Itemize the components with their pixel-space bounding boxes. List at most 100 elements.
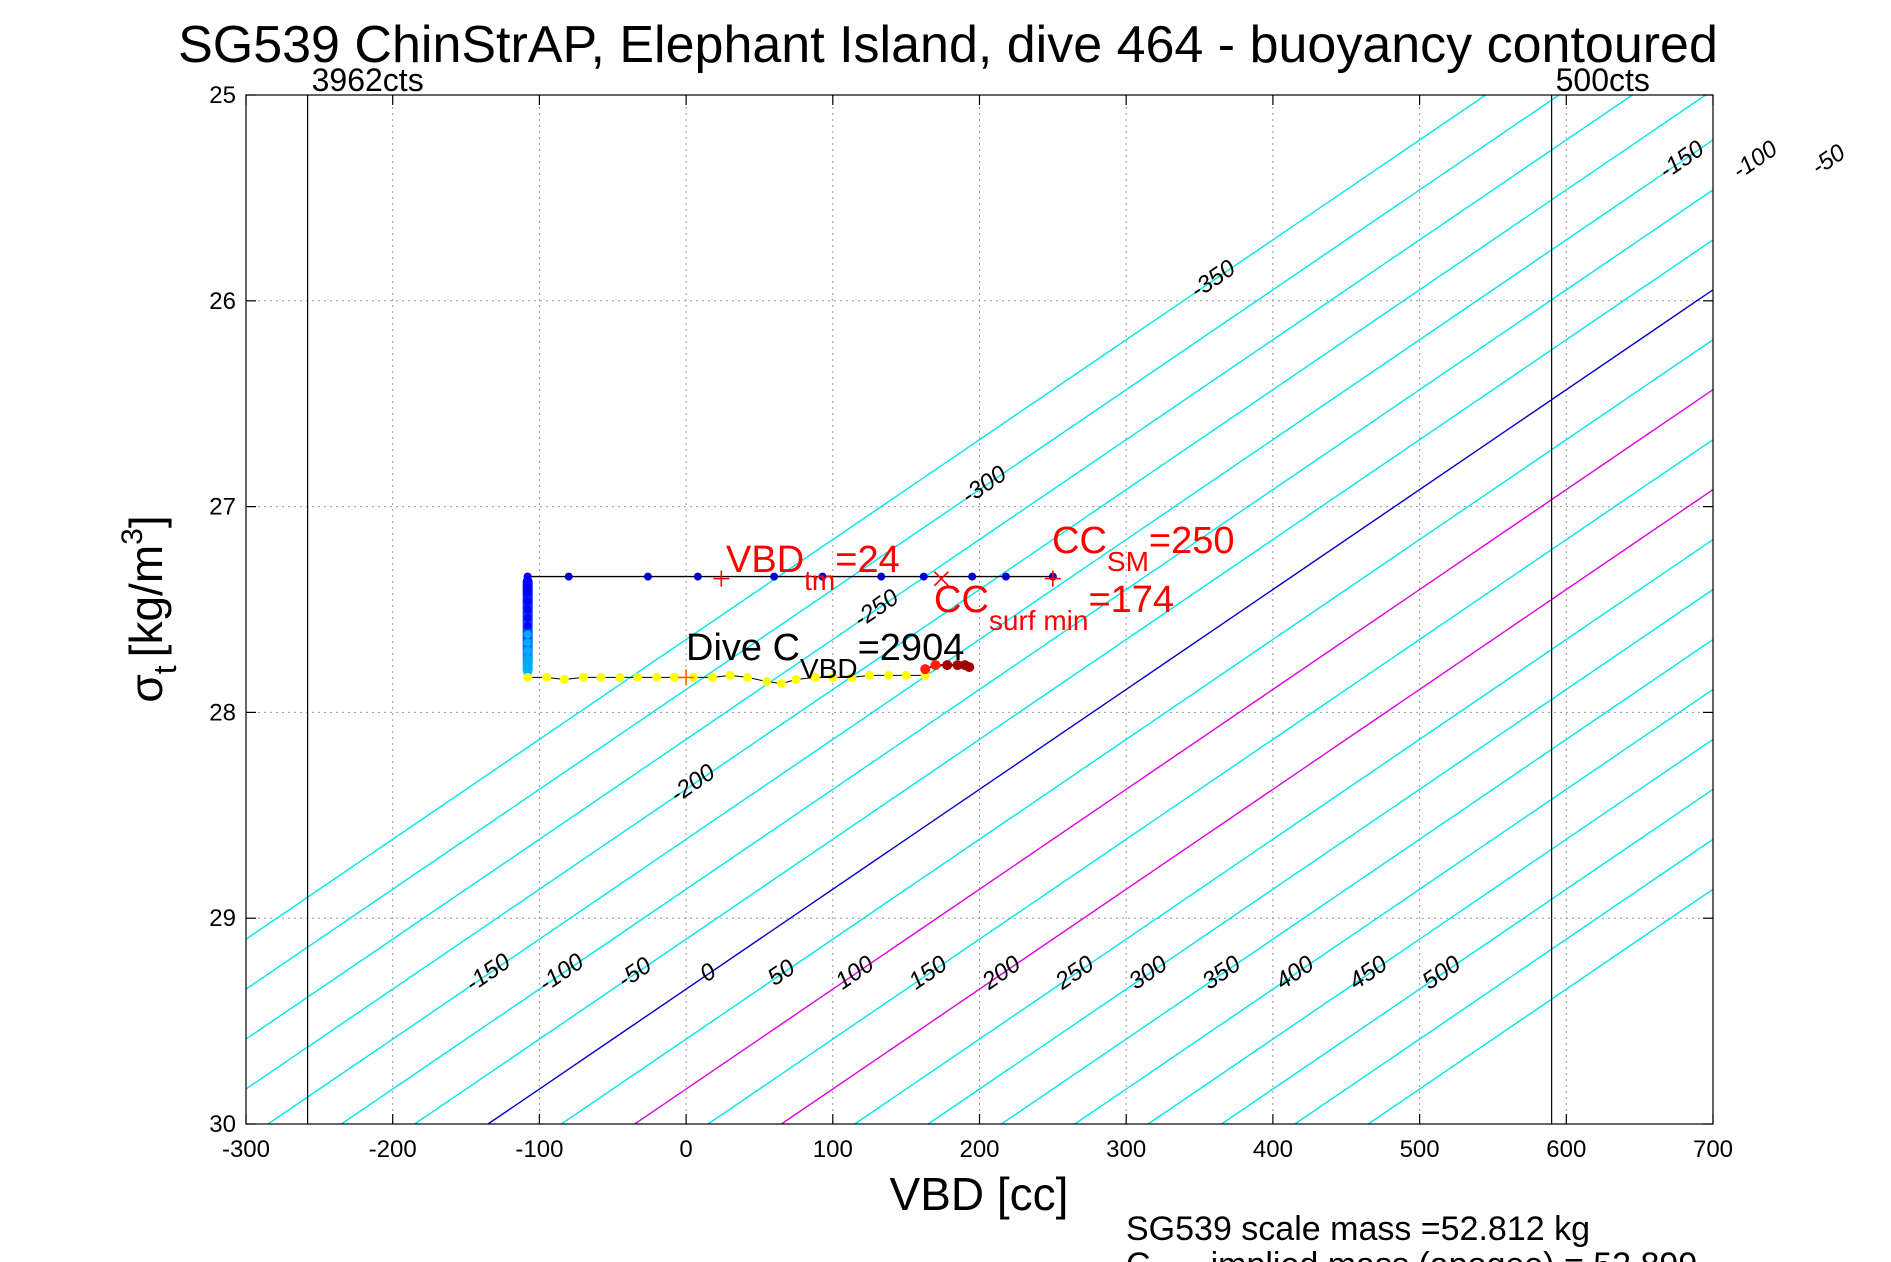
contour-line — [246, 95, 1633, 1040]
x-tick-label: -200 — [369, 1136, 417, 1163]
yellow-path-point — [633, 672, 643, 682]
contour-line — [1147, 738, 1713, 1124]
cc-sm-sub: SM — [1107, 546, 1149, 577]
blue-path-point — [564, 572, 573, 581]
descent-point — [523, 597, 532, 606]
contour-label-top: -100 — [1728, 135, 1783, 185]
x-tick-label: 300 — [1106, 1136, 1146, 1163]
y-tick-label: 25 — [209, 82, 236, 109]
contour-line — [634, 388, 1713, 1124]
y-label-sigma: σ — [120, 674, 172, 702]
contour-label-top: -50 — [1806, 139, 1850, 181]
footer-c-main: C — [1126, 1246, 1151, 1262]
cc-surf-value: =174 — [1088, 579, 1174, 621]
y-label-sub: t — [147, 665, 183, 674]
blue-path-point — [770, 572, 779, 581]
y-label-close: ] — [120, 515, 172, 528]
yellow-path-point — [725, 670, 735, 680]
contour-line — [267, 139, 1713, 1124]
dive-value: =2904 — [858, 627, 965, 669]
yellow-path-point — [901, 670, 911, 680]
contour-line — [246, 95, 1487, 941]
yellow-path-point — [669, 672, 679, 682]
contour-line — [1074, 688, 1713, 1124]
x-tick-label: -300 — [222, 1136, 270, 1163]
red-path-point — [952, 660, 963, 671]
y-axis-ticks: 25 26 27 28 29 30 — [209, 82, 1713, 1138]
yellow-path-point — [652, 672, 662, 682]
yellow-path-point — [708, 672, 718, 682]
red-path-point — [920, 664, 931, 675]
contour-line — [414, 239, 1713, 1124]
count-markers: 3962cts 500cts — [307, 62, 1650, 1124]
x-tick-label: 200 — [959, 1136, 999, 1163]
marker-c-vbd — [678, 669, 695, 686]
vbd-tm-sub: tm — [804, 565, 835, 596]
chart-title: SG539 ChinStrAP, Elephant Island, dive 4… — [178, 16, 1718, 74]
cc-surf-sub: surf min — [989, 605, 1089, 636]
y-label-sup: 3 — [116, 528, 149, 545]
x-tick-label: -100 — [515, 1136, 563, 1163]
contour-line — [561, 338, 1713, 1124]
yellow-path-point — [523, 672, 533, 682]
yellow-path-point — [828, 672, 838, 682]
yellow-path-point — [884, 670, 894, 680]
red-path-point — [942, 660, 953, 671]
blue-path-point — [1001, 572, 1010, 581]
contour-line — [1001, 638, 1713, 1124]
x-tick-label: 0 — [679, 1136, 692, 1163]
marker-cc-surf-min — [933, 571, 949, 587]
dive-main: Dive C — [686, 627, 800, 669]
footer-scale-mass: SG539 scale mass =52.812 kg — [1126, 1210, 1590, 1248]
buoyancy-contours — [246, 95, 1713, 1124]
cc-surf-main: CC — [934, 579, 989, 621]
x-axis-label: VBD [cc] — [890, 1168, 1069, 1220]
contour-line — [246, 95, 1707, 1090]
descent-point — [523, 605, 532, 614]
vbd-tm-main: VBD — [726, 539, 804, 581]
dive-paths — [522, 572, 1057, 689]
x-axis-ticks: -300 -200 -100 0 100 200 300 400 500 600 700 — [222, 95, 1733, 1163]
marker-vbd-tm — [713, 570, 730, 587]
contour-line — [246, 95, 1560, 990]
yellow-path-point — [864, 670, 874, 680]
yellow-path-point — [847, 672, 857, 682]
blue-path-point — [818, 572, 827, 581]
annotation-dive-cvbd: Dive CVBD=2904 — [686, 627, 964, 684]
count-marker-label: 500cts — [1556, 62, 1650, 98]
count-marker-label: 3962cts — [312, 62, 424, 98]
yellow-path-point — [791, 674, 801, 684]
blue-path-point — [877, 572, 886, 581]
blue-path-point — [693, 572, 702, 581]
blue-path-point — [968, 572, 977, 581]
contour-line — [854, 538, 1713, 1124]
annotation-cc-surf-min: CCsurf min=174 — [934, 579, 1174, 636]
descent-point — [523, 576, 532, 585]
descent-point — [523, 582, 532, 591]
contour-line — [927, 588, 1713, 1124]
blue-path-point — [643, 572, 652, 581]
footer-implied-rest: implied mass (apogee) = 52.899 — [1211, 1246, 1698, 1262]
yellow-path-point — [596, 672, 606, 682]
yellow-path-point — [559, 674, 569, 684]
yellow-path-point — [810, 672, 820, 682]
yellow-path-point — [776, 679, 786, 689]
y-tick-label: 28 — [209, 699, 236, 726]
annotation-vbd-tm: VBDtm=24 — [726, 539, 900, 596]
footer-implied-mass: Cimplied mass (apogee) = 52.899 — [1126, 1246, 1697, 1262]
y-axis-label: σt [kg/m3] — [116, 515, 183, 702]
descent-point — [523, 589, 532, 598]
x-tick-label: 100 — [813, 1136, 853, 1163]
yellow-path-point — [615, 672, 625, 682]
descent-point — [523, 654, 532, 663]
contour-line — [781, 488, 1713, 1124]
annotation-cc-sm: CCSM=250 — [1052, 520, 1234, 577]
descent-point — [523, 613, 532, 622]
red-path-point — [964, 662, 975, 673]
descent-point — [523, 630, 532, 639]
cc-sm-main: CC — [1052, 520, 1107, 562]
plot-background — [246, 95, 1713, 1124]
contour-line — [340, 189, 1713, 1124]
yellow-path-point — [762, 677, 772, 687]
